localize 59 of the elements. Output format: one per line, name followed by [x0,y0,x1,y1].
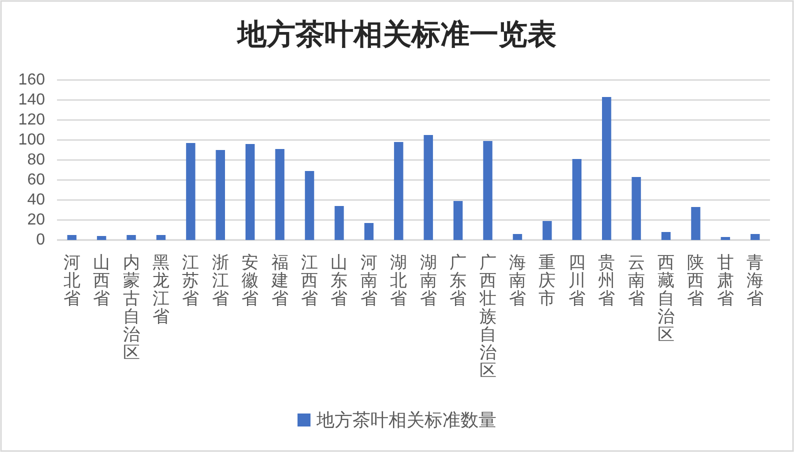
x-tick-label: 重庆市 [538,252,556,308]
x-tick-label: 山西省 [93,252,110,308]
x-tick-label: 江西省 [301,252,318,308]
x-tick-label: 西藏自治区 [658,252,675,344]
y-tick-label: 120 [18,112,46,128]
bar [156,235,166,240]
y-tick-label: 20 [27,212,46,228]
bar [334,206,344,240]
bar [602,97,612,240]
bar [216,150,225,240]
bar [512,234,522,240]
bar [453,201,463,240]
x-tick-label: 广东省 [450,252,467,308]
x-tick-label: 安徽省 [242,252,259,308]
x-tick-label: 甘肃省 [716,252,734,308]
y-tick-label: 140 [18,92,46,108]
bar [275,149,284,240]
bar [304,171,314,240]
bar [394,142,404,240]
bar [661,232,671,240]
bar [364,223,374,240]
x-tick-label: 黑龙江省 [152,252,170,326]
bar [424,135,433,240]
x-tick-label: 湖南省 [420,252,437,308]
x-tick-label: 福建省 [270,252,288,308]
x-tick-label: 广西壮族自治区 [478,252,496,380]
y-tick-label: 100 [18,132,46,148]
x-tick-label: 四川省 [568,252,586,308]
bar [186,143,196,240]
bar [572,159,582,240]
bar [750,234,760,240]
y-tick-label: 0 [36,232,46,248]
x-tick-label: 青海省 [746,252,764,308]
x-tick-label: 浙江省 [212,252,229,308]
y-tick-label: 80 [27,152,46,168]
bar [96,236,106,240]
y-tick-label: 40 [27,192,46,208]
bar [542,221,552,240]
y-tick-label: 160 [18,72,46,88]
bar [246,144,255,240]
bar [483,141,492,240]
x-tick-label: 湖北省 [390,252,408,308]
legend-label: 地方茶叶相关标准数量 [316,410,496,430]
x-tick-label: 山东省 [330,252,348,308]
x-tick-label: 江苏省 [182,252,200,308]
x-tick-label: 陕西省 [687,252,704,308]
chart-title: 地方茶叶相关标准一览表 [236,18,556,51]
x-tick-label: 贵州省 [598,252,616,308]
y-tick-label: 60 [27,172,46,188]
bar [67,235,76,240]
bar [126,235,136,240]
bar [691,207,700,240]
x-tick-label: 内蒙古自治区 [122,252,140,362]
x-tick-label: 河北省 [63,252,80,308]
bar [632,177,641,240]
x-tick-label: 河南省 [360,252,378,308]
x-tick-label: 云南省 [628,252,645,308]
x-tick-label: 海南省 [508,252,526,308]
bar [720,237,730,240]
